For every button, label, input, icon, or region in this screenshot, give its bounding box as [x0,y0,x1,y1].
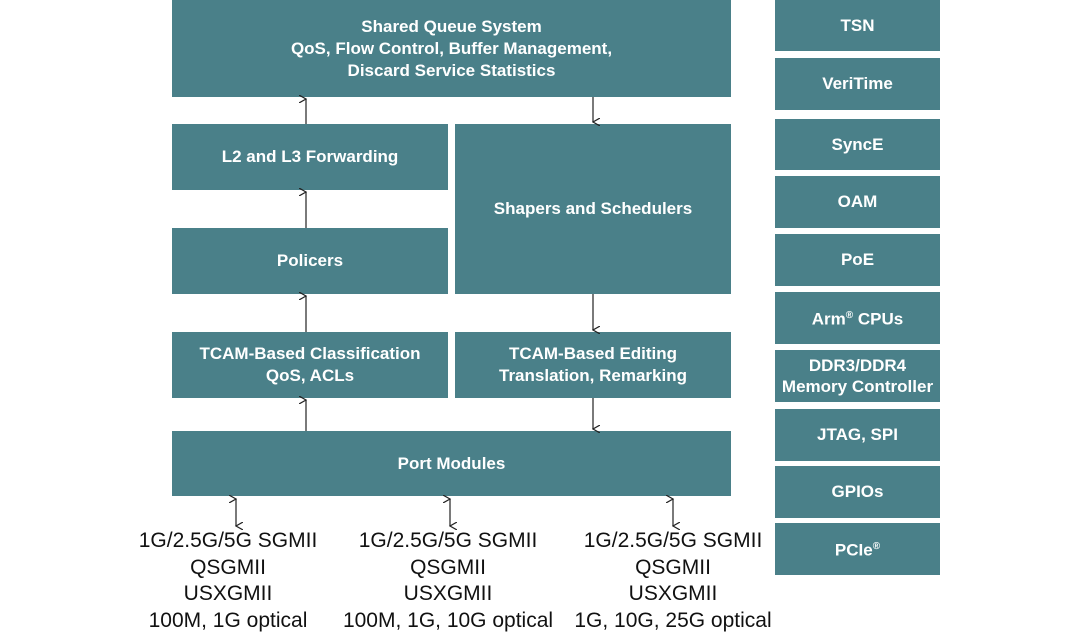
feature-label: GPIOs [832,481,884,503]
interface-line: 1G/2.5G/5G SGMII [553,528,793,555]
interface-line: USXGMII [108,581,348,608]
feature-label: JTAG, SPI [817,424,898,446]
interface-group-1: 1G/2.5G/5G SGMII QSGMII USXGMII 100M, 1G… [108,528,348,634]
interface-line: 1G/2.5G/5G SGMII [108,528,348,555]
interface-line: QSGMII [553,555,793,582]
interface-line: 100M, 1G, 10G optical [328,608,568,634]
arm-text: Arm [812,310,846,329]
feature-pcie: PCIe® [775,523,940,575]
feature-gpios: GPIOs [775,466,940,518]
feature-arm-cpus: Arm® CPUs [775,292,940,344]
feature-label: SyncE [832,134,884,156]
feature-tsn: TSN [775,0,940,51]
interface-line: 1G, 10G, 25G optical [553,608,793,634]
feature-label: Memory Controller [782,376,933,397]
feature-jtag-spi: JTAG, SPI [775,409,940,461]
registered-mark: ® [873,541,880,552]
interface-line: 1G/2.5G/5G SGMII [328,528,568,555]
feature-poe: PoE [775,234,940,286]
feature-label: Arm® CPUs [812,305,903,331]
pcie-text: PCIe [835,541,873,560]
interface-line: QSGMII [108,555,348,582]
interface-line: QSGMII [328,555,568,582]
feature-oam: OAM [775,176,940,228]
interface-group-2: 1G/2.5G/5G SGMII QSGMII USXGMII 100M, 1G… [328,528,568,634]
feature-label: OAM [838,191,878,213]
feature-label: PoE [841,249,874,271]
feature-label: PCIe® [835,536,880,562]
feature-ddr-memory-controller: DDR3/DDR4 Memory Controller [775,350,940,402]
interface-line: USXGMII [553,581,793,608]
feature-label: TSN [841,15,875,37]
feature-synce: SyncE [775,119,940,170]
interface-line: 100M, 1G optical [108,608,348,634]
feature-veritime: VeriTime [775,58,940,110]
feature-label: DDR3/DDR4 [809,355,906,376]
feature-label: VeriTime [822,73,893,95]
interface-group-3: 1G/2.5G/5G SGMII QSGMII USXGMII 1G, 10G,… [553,528,793,634]
cpus-text: CPUs [853,310,903,329]
interface-line: USXGMII [328,581,568,608]
